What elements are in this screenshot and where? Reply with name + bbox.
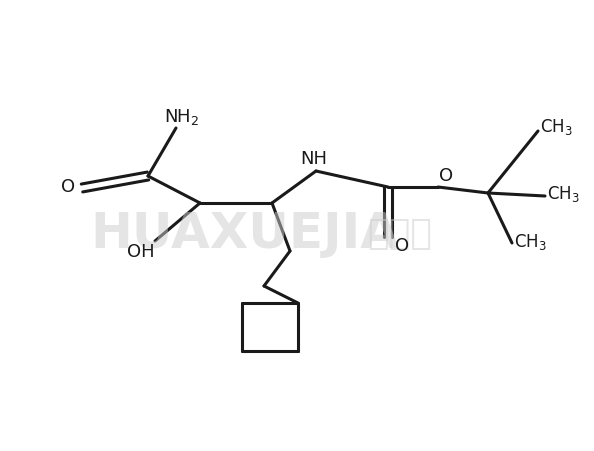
Text: NH: NH	[301, 150, 327, 168]
Text: NH$_2$: NH$_2$	[165, 107, 200, 127]
Text: O: O	[439, 166, 453, 184]
Text: CH$_3$: CH$_3$	[546, 184, 579, 203]
Text: O: O	[395, 236, 409, 254]
Text: O: O	[61, 178, 75, 196]
Text: CH$_3$: CH$_3$	[514, 231, 546, 252]
Text: HUAXUEJIA: HUAXUEJIA	[90, 210, 400, 258]
Text: OH: OH	[127, 243, 155, 260]
Text: CH$_3$: CH$_3$	[539, 117, 573, 137]
Text: 化学加: 化学加	[368, 216, 432, 250]
